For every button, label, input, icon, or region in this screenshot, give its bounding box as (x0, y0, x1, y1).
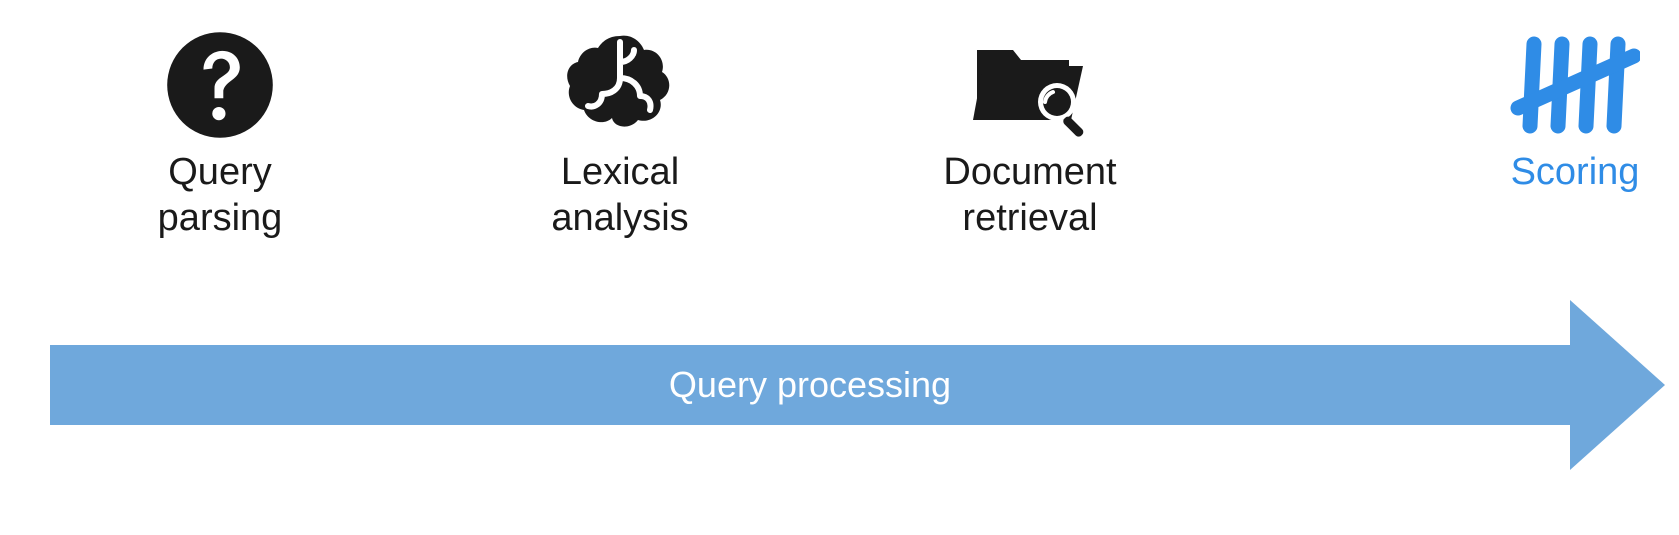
folder-search-icon (900, 20, 1160, 150)
arrow-shaft: Query processing (50, 345, 1570, 425)
stage-scoring: Scoring (1490, 20, 1660, 196)
stage-document-retrieval: Document retrieval (900, 20, 1160, 241)
brain-icon (510, 20, 730, 150)
stage-label: Lexical analysis (510, 150, 730, 241)
stage-query-parsing: Query parsing (110, 20, 330, 241)
tally-icon (1490, 20, 1660, 150)
question-circle-icon (110, 20, 330, 150)
stage-lexical-analysis: Lexical analysis (510, 20, 730, 241)
arrow-label: Query processing (669, 364, 951, 406)
arrow-head-icon (1570, 300, 1665, 470)
stage-label: Scoring (1490, 150, 1660, 196)
stage-label: Query parsing (110, 150, 330, 241)
stage-label: Document retrieval (900, 150, 1160, 241)
process-arrow: Query processing (50, 300, 1665, 470)
